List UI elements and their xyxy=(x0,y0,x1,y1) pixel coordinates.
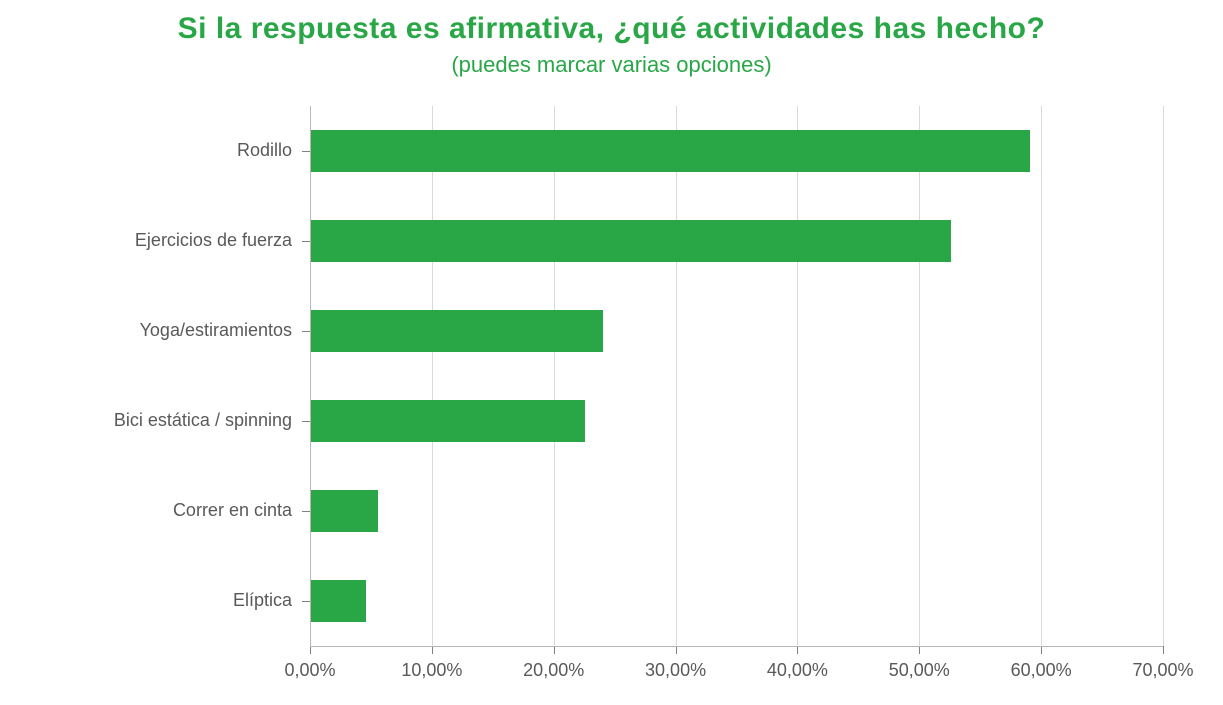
x-tick-label: 50,00% xyxy=(889,660,950,681)
x-tick-mark xyxy=(919,646,920,654)
category-label: Elíptica xyxy=(233,590,292,611)
x-tick-mark xyxy=(1041,646,1042,654)
bar xyxy=(311,130,1030,172)
category-label: Ejercicios de fuerza xyxy=(135,230,292,251)
gridline xyxy=(554,106,555,646)
x-tick-label: 20,00% xyxy=(523,660,584,681)
x-tick-mark xyxy=(797,646,798,654)
gridline xyxy=(919,106,920,646)
y-tick-mark xyxy=(302,241,310,242)
x-axis-line xyxy=(310,646,1163,647)
x-tick-mark xyxy=(432,646,433,654)
gridline xyxy=(1163,106,1164,646)
bar xyxy=(311,310,603,352)
x-tick-mark xyxy=(554,646,555,654)
x-tick-mark xyxy=(310,646,311,654)
y-tick-mark xyxy=(302,511,310,512)
bar xyxy=(311,490,378,532)
y-tick-mark xyxy=(302,421,310,422)
x-tick-label: 10,00% xyxy=(401,660,462,681)
plot-area: 0,00%10,00%20,00%30,00%40,00%50,00%60,00… xyxy=(310,106,1163,646)
y-tick-mark xyxy=(302,331,310,332)
x-tick-label: 60,00% xyxy=(1011,660,1072,681)
chart-title: Si la respuesta es afirmativa, ¿qué acti… xyxy=(20,12,1203,46)
x-tick-label: 70,00% xyxy=(1132,660,1193,681)
gridline xyxy=(432,106,433,646)
bar xyxy=(311,400,585,442)
gridline xyxy=(676,106,677,646)
gridline xyxy=(797,106,798,646)
category-label: Correr en cinta xyxy=(173,500,292,521)
gridline xyxy=(1041,106,1042,646)
chart-subtitle: (puedes marcar varias opciones) xyxy=(20,52,1203,78)
x-tick-mark xyxy=(1163,646,1164,654)
x-tick-mark xyxy=(676,646,677,654)
category-label: Rodillo xyxy=(237,140,292,161)
bar xyxy=(311,220,951,262)
category-label: Bici estática / spinning xyxy=(114,410,292,431)
x-tick-label: 0,00% xyxy=(284,660,335,681)
y-tick-mark xyxy=(302,151,310,152)
chart-container: Si la respuesta es afirmativa, ¿qué acti… xyxy=(0,0,1223,705)
x-tick-label: 40,00% xyxy=(767,660,828,681)
y-tick-mark xyxy=(302,601,310,602)
x-tick-label: 30,00% xyxy=(645,660,706,681)
bar xyxy=(311,580,366,622)
y-axis-line xyxy=(310,106,311,646)
category-label: Yoga/estiramientos xyxy=(140,320,292,341)
